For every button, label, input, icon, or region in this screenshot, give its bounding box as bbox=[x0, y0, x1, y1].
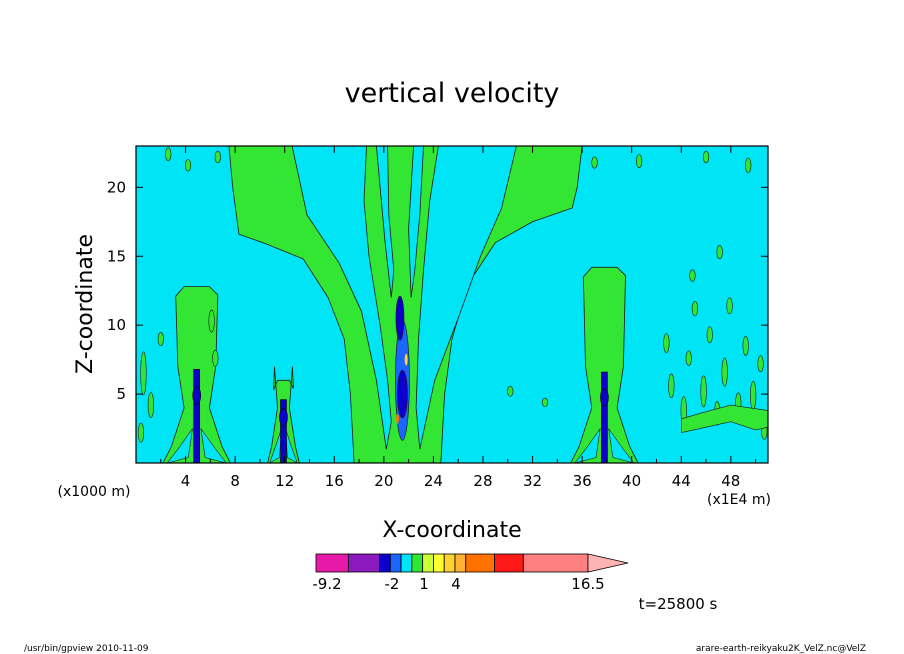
x-tick-label: 32 bbox=[523, 472, 542, 490]
colorbar: -9.2 -2 1 4 16.5 bbox=[312, 553, 629, 593]
small-updraft-cell bbox=[212, 349, 219, 367]
colorbar-segment bbox=[400, 553, 413, 573]
plot-area bbox=[136, 146, 768, 463]
y-tick-label: 15 bbox=[107, 247, 126, 265]
tower-base-downdraft bbox=[200, 428, 227, 463]
small-updraft-cell bbox=[208, 309, 215, 333]
colorbar-segment bbox=[522, 553, 589, 573]
tower-core-cell bbox=[279, 408, 288, 427]
colorbar-segment bbox=[411, 553, 424, 573]
colorbar-segment bbox=[315, 553, 349, 573]
colorbar-segment bbox=[465, 553, 495, 573]
core-hot-spot bbox=[395, 413, 399, 424]
small-updraft-cell bbox=[214, 150, 221, 164]
tower-base-downdraft bbox=[574, 428, 601, 463]
y-tick-label: 10 bbox=[107, 316, 126, 334]
time-label: t=25800 s bbox=[639, 595, 718, 613]
tower-base-downdraft bbox=[166, 428, 193, 463]
core-upper-cell bbox=[395, 295, 405, 341]
core-hot-spot bbox=[404, 353, 408, 366]
small-updraft-cell bbox=[663, 333, 670, 353]
small-updraft-cell bbox=[757, 355, 764, 373]
downdraft-channel bbox=[375, 146, 395, 298]
small-updraft-cell bbox=[140, 351, 147, 396]
x-axis: 4 8 12 16 20 24 28 32 36 40 44 48 bbox=[160, 146, 757, 490]
x-tick-label: 4 bbox=[181, 472, 191, 490]
downdraft-channel bbox=[291, 146, 392, 450]
colorbar-segment bbox=[433, 553, 445, 573]
x-tick-label: 16 bbox=[325, 472, 344, 490]
x-tick-label: 40 bbox=[622, 472, 641, 490]
x-tick-label: 8 bbox=[230, 472, 240, 490]
small-updraft-cell bbox=[507, 385, 514, 397]
small-updraft-cell bbox=[636, 154, 643, 169]
colorbar-label: -9.2 bbox=[312, 575, 341, 593]
y-tick-label: 20 bbox=[107, 178, 126, 196]
tower-core-cell bbox=[600, 388, 609, 407]
x-tick-label: 48 bbox=[721, 472, 740, 490]
tower-core bbox=[193, 368, 201, 463]
small-updraft-cell bbox=[541, 397, 549, 407]
downdraft-channel bbox=[415, 146, 517, 450]
colorbar-segment bbox=[494, 553, 524, 573]
downdraft-channel bbox=[408, 146, 424, 298]
x-tick-label: 28 bbox=[473, 472, 492, 490]
small-updraft-cell bbox=[184, 159, 192, 172]
footer-left: /usr/bin/gpview 2010-11-09 bbox=[24, 644, 149, 654]
colorbar-segment bbox=[443, 553, 456, 573]
small-updraft-cell bbox=[685, 350, 692, 366]
x-tick-label: 24 bbox=[424, 472, 443, 490]
small-updraft-cell bbox=[137, 422, 145, 443]
y-axis: 5 10 15 20 bbox=[107, 178, 768, 403]
contour-field bbox=[137, 146, 768, 463]
tower-base-downdraft bbox=[608, 428, 635, 463]
small-updraft-cell bbox=[700, 375, 707, 408]
x-tick-label: 44 bbox=[672, 472, 691, 490]
small-updraft-cell bbox=[147, 392, 154, 419]
convective-tower bbox=[570, 266, 639, 463]
core-lower-cell bbox=[397, 369, 408, 419]
colorbar-label: -2 bbox=[385, 575, 400, 593]
x-unit-left: (x1000 m) bbox=[58, 484, 131, 500]
small-updraft-cell bbox=[721, 357, 728, 387]
tower-core bbox=[601, 371, 608, 463]
y-axis-label: Z-coordinate bbox=[73, 234, 98, 374]
small-updraft-cell bbox=[750, 381, 757, 410]
plot-frame bbox=[135, 145, 769, 464]
footer-right: arare-earth-reikyaku2K_VelZ.nc@VelZ bbox=[696, 644, 866, 654]
small-updraft-cell bbox=[157, 332, 164, 346]
y-tick-label: 5 bbox=[116, 385, 126, 403]
colorbar-segment bbox=[379, 553, 391, 573]
colorbar-segment bbox=[422, 553, 434, 573]
x-tick-label: 36 bbox=[573, 472, 592, 490]
surface-updraft-band bbox=[680, 404, 768, 434]
colorbar-extension-arrow bbox=[587, 553, 629, 573]
small-updraft-cell bbox=[745, 157, 752, 173]
tower-core bbox=[280, 399, 287, 463]
x-tick-label: 20 bbox=[374, 472, 393, 490]
colorbar-label: 16.5 bbox=[571, 575, 604, 593]
x-unit-right: (x1E4 m) bbox=[707, 492, 771, 508]
small-updraft-cell bbox=[706, 326, 713, 344]
small-updraft-cell bbox=[726, 297, 733, 315]
chart-title: vertical velocity bbox=[345, 78, 560, 109]
colorbar-label: 1 bbox=[419, 575, 429, 593]
colorbar-label: 4 bbox=[451, 575, 461, 593]
colorbar-segment bbox=[454, 553, 467, 573]
colorbar-segment bbox=[389, 553, 402, 573]
small-updraft-cell bbox=[742, 335, 749, 356]
small-updraft-cell bbox=[591, 156, 598, 169]
tower-core-cell bbox=[192, 386, 202, 405]
small-updraft-cell bbox=[668, 373, 675, 398]
small-updraft-cell bbox=[691, 301, 698, 317]
colorbar-segment bbox=[347, 553, 380, 573]
x-axis-label: X-coordinate bbox=[382, 518, 521, 543]
x-tick-label: 12 bbox=[275, 472, 294, 490]
small-updraft-cell bbox=[689, 269, 696, 282]
small-updraft-cell bbox=[716, 245, 723, 259]
small-updraft-cell bbox=[165, 147, 172, 162]
small-updraft-cell bbox=[702, 150, 710, 164]
